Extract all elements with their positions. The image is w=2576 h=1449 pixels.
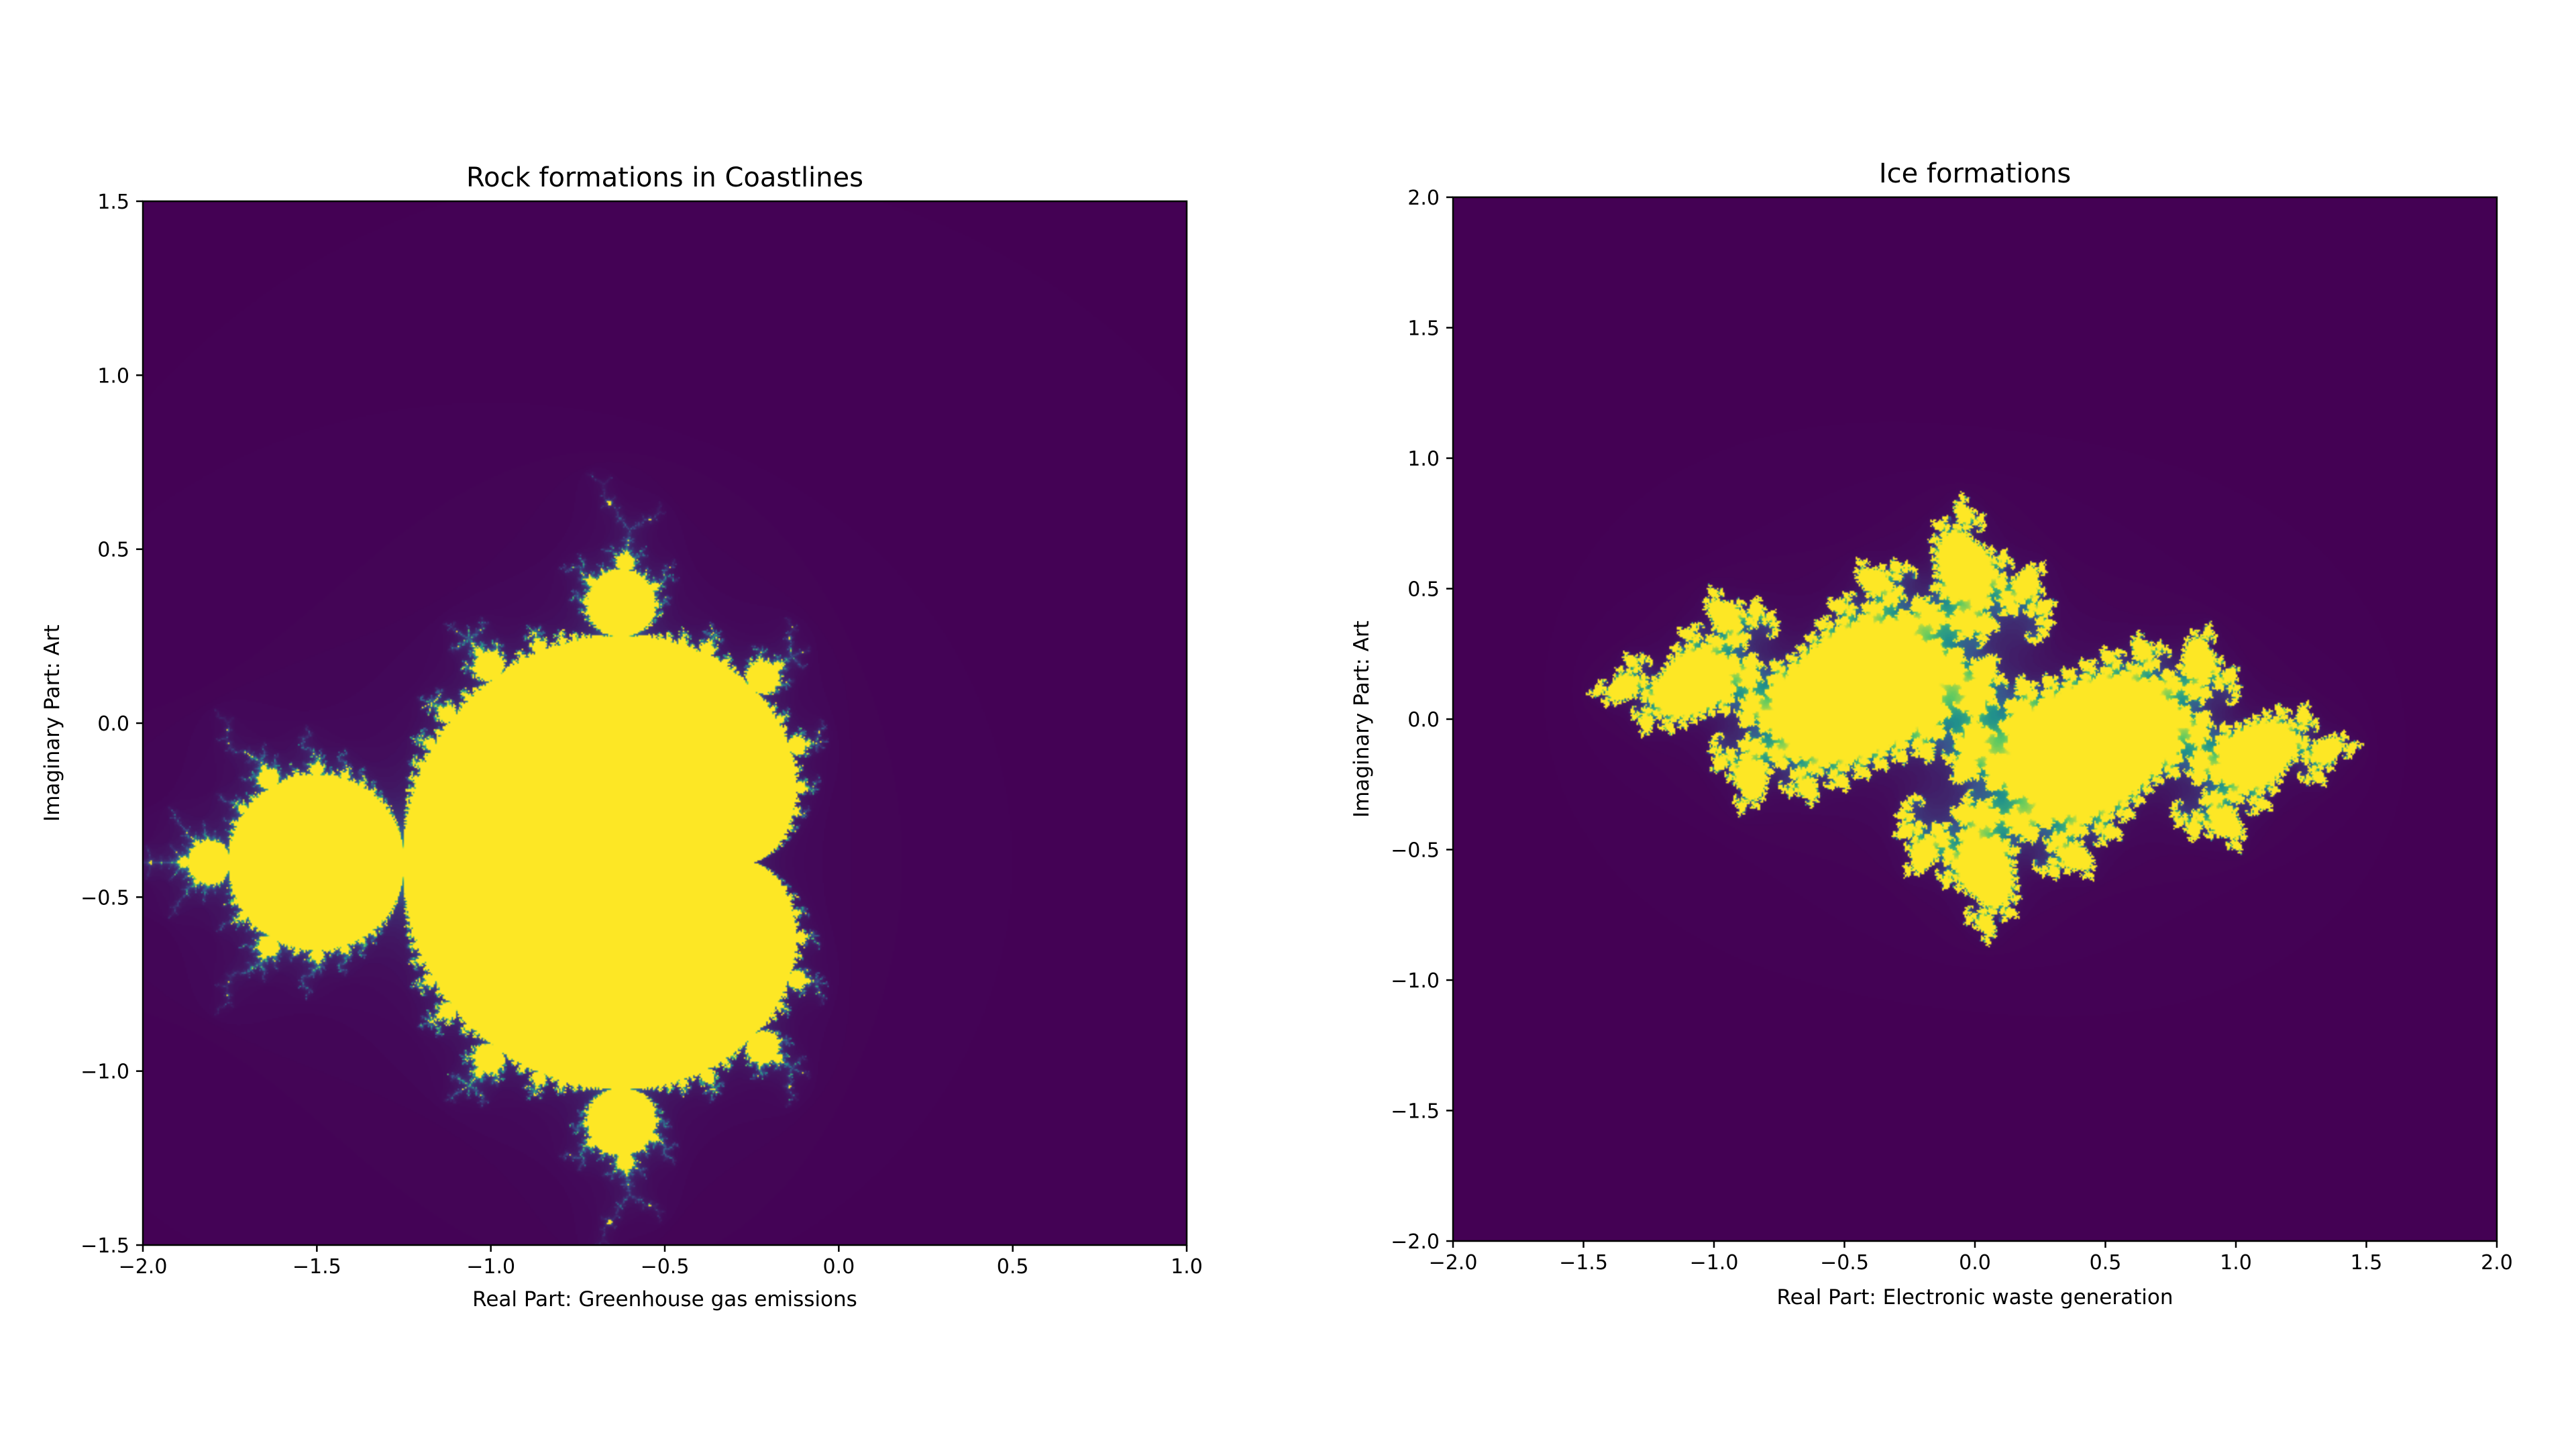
x-tick-label: −1.5: [1559, 1251, 1608, 1275]
x-axis-ticks-right: −2.0 −1.5 −1.0 −0.5 0.0 0.5 1.0 1.5 2.0: [1429, 1241, 2513, 1275]
julia-heatmap: [1453, 197, 2497, 1241]
y-tick-label: 1.5: [1407, 317, 1440, 341]
y-tick-label: −0.5: [80, 886, 129, 910]
y-axis-label-left: Imaginary Part: Art: [40, 625, 64, 822]
x-tick-label: −0.5: [1820, 1251, 1869, 1275]
y-tick-label: 1.0: [97, 364, 129, 388]
y-tick-label: 0.0: [1407, 708, 1440, 732]
x-tick-label: 2.0: [2481, 1251, 2513, 1275]
x-tick-label: 0.0: [822, 1255, 855, 1279]
y-tick-label: 0.5: [1407, 578, 1440, 602]
mandelbrot-panel: Rock formations in Coastlines −2.0 −1.5 −1…: [40, 162, 1203, 1311]
x-tick-label: 0.0: [1959, 1251, 1991, 1275]
x-tick-label: 0.5: [997, 1255, 1029, 1279]
y-tick-label: −1.5: [1391, 1100, 1440, 1124]
y-tick-label: 0.5: [97, 539, 129, 562]
x-tick-label: 1.0: [1171, 1255, 1203, 1279]
x-axis-label-right: Real Part: Electronic waste generation: [1776, 1285, 2173, 1309]
mandelbrot-heatmap: [143, 201, 1187, 1245]
x-tick-label: 0.5: [2090, 1251, 2122, 1275]
x-tick-label: −1.0: [1690, 1251, 1739, 1275]
x-tick-label: −1.0: [466, 1255, 515, 1279]
y-tick-label: −2.0: [1391, 1230, 1440, 1254]
y-tick-label: 2.0: [1407, 186, 1440, 210]
x-tick-label: −2.0: [119, 1255, 168, 1279]
x-tick-label: −2.0: [1429, 1251, 1478, 1275]
y-tick-label: −1.5: [80, 1234, 129, 1258]
y-axis-label-right: Imaginary Part: Art: [1350, 621, 1374, 818]
y-axis-ticks-left: 1.5 1.0 0.5 0.0 −0.5 −1.0 −1.5: [80, 191, 143, 1258]
y-tick-label: 0.0: [97, 712, 129, 736]
y-tick-label: −0.5: [1391, 839, 1440, 863]
y-tick-label: −1.0: [1391, 969, 1440, 993]
y-axis-ticks-right: 2.0 1.5 1.0 0.5 0.0 −0.5 −1.0 −1.5 −2.0: [1391, 186, 1453, 1254]
x-axis-label-left: Real Part: Greenhouse gas emissions: [472, 1287, 857, 1311]
plot-title-right: Ice formations: [1879, 158, 2071, 189]
y-tick-label: −1.0: [80, 1061, 129, 1084]
plot-title-left: Rock formations in Coastlines: [466, 162, 863, 193]
x-tick-label: 1.0: [2220, 1251, 2252, 1275]
x-tick-label: −1.5: [292, 1255, 341, 1279]
y-tick-label: 1.5: [97, 191, 129, 214]
x-tick-label: −0.5: [641, 1255, 690, 1279]
x-tick-label: 1.5: [2351, 1251, 2383, 1275]
x-axis-ticks-left: −2.0 −1.5 −1.0 −0.5 0.0 0.5 1.0: [119, 1245, 1203, 1279]
y-tick-label: 1.0: [1407, 447, 1440, 471]
julia-panel: Ice formations −2.0 −1.5 −1.0 −0.5 0.0 0.5 1.0…: [1350, 158, 2513, 1309]
